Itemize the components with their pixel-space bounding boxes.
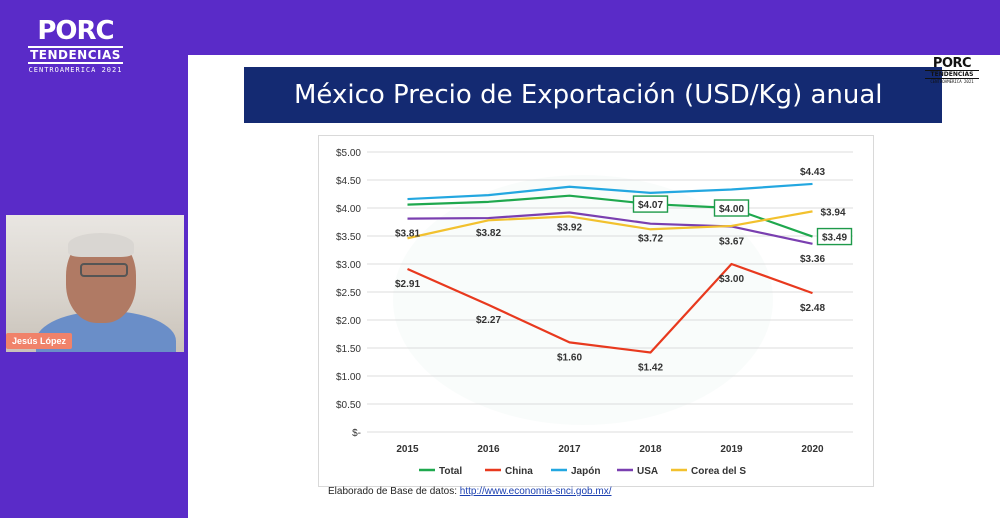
series-line-jap-n [407,182,813,201]
data-label: $2.27 [476,315,501,326]
legend-label: China [505,466,533,477]
y-tick-label: $0.50 [336,400,361,411]
data-label: $2.48 [800,303,825,314]
data-label: $3.92 [557,222,582,233]
y-tick-label: $2.00 [336,316,361,327]
data-label: $1.42 [638,362,663,373]
data-label: $3.67 [719,236,744,247]
data-label-box [632,195,669,213]
x-tick-label: 2020 [801,444,824,455]
y-tick-label: $1.50 [336,344,361,355]
series-line-corea-del-s [407,210,813,240]
mini-logo-subtitle-text: CENTROAMERICA 2021 [930,79,974,84]
legend-label: Japón [571,466,600,477]
legend-label: Total [439,466,462,477]
x-tick-label: 2017 [558,444,581,455]
x-tick-label: 2015 [396,444,419,455]
data-label: $4.00 [719,204,744,215]
legend-label: USA [637,466,658,477]
data-label: $3.00 [719,274,744,285]
porc-tendencias-mini-logo: PORC TENDENCIAS CENTROAMERICA 2021 [925,57,979,84]
mini-logo-tendencias-text: TENDENCIAS [925,70,979,79]
source-note: Elaborado de Base de datos: http://www.e… [328,486,612,497]
data-label: $4.43 [800,167,825,178]
data-label: $3.36 [800,254,825,265]
data-label: $3.82 [476,228,501,239]
source-label: Elaborado de Base de datos: [328,486,457,497]
y-tick-label: $5.00 [336,148,361,159]
presentation-slide: México Precio de Exportación (USD/Kg) an… [188,55,1000,518]
presenter-glasses [80,263,128,277]
data-label: $3.49 [822,233,847,244]
series-line-china [407,262,813,354]
porc-tendencias-logo: PORC TENDENCIAS CENTROAMERICA 2021 [28,18,123,74]
slide-title: México Precio de Exportación (USD/Kg) an… [294,80,883,110]
y-tick-label: $1.00 [336,372,361,383]
y-tick-label: $3.00 [336,260,361,271]
x-tick-label: 2016 [477,444,500,455]
presenter-hair [68,233,134,257]
slide-title-bar: México Precio de Exportación (USD/Kg) an… [244,67,942,123]
y-tick-label: $2.50 [336,288,361,299]
logo-porc-text: PORC [37,16,114,46]
y-tick-label: $3.50 [336,232,361,243]
data-label: $3.72 [638,234,663,245]
chart-frame: $- $0.50 $1.00 $1.50 $2.00 $2.50 $3.00 $3.50 $4.… [318,135,874,487]
series-line-usa [407,211,813,245]
data-label: $2.91 [395,279,420,290]
presenter-name-tag: Jesús López [6,333,73,349]
x-tick-label: 2019 [720,444,743,455]
data-label: $3.94 [821,207,846,218]
presenter-video [6,215,184,352]
line-chart: $- $0.50 $1.00 $1.50 $2.00 $2.50 $3.00 $3.50 $4.… [336,148,853,477]
logo-subtitle-text: CENTROAMERICA 2021 [28,66,123,74]
data-label-box [713,199,750,217]
y-tick-label: $4.50 [336,176,361,187]
data-label: $3.81 [395,229,420,240]
data-label: $1.60 [557,352,582,363]
data-label: $4.07 [638,200,663,211]
legend-label: Corea del S [691,466,746,477]
mini-logo-porc-text: PORC [932,56,972,71]
logo-tendencias-text: TENDENCIAS [28,46,123,64]
data-label-box [816,227,853,246]
y-tick-label: $- [352,428,361,439]
source-link[interactable]: http://www.economia-snci.gob.mx/ [459,486,612,497]
y-tick-label: $4.00 [336,204,361,215]
x-tick-label: 2018 [639,444,662,455]
